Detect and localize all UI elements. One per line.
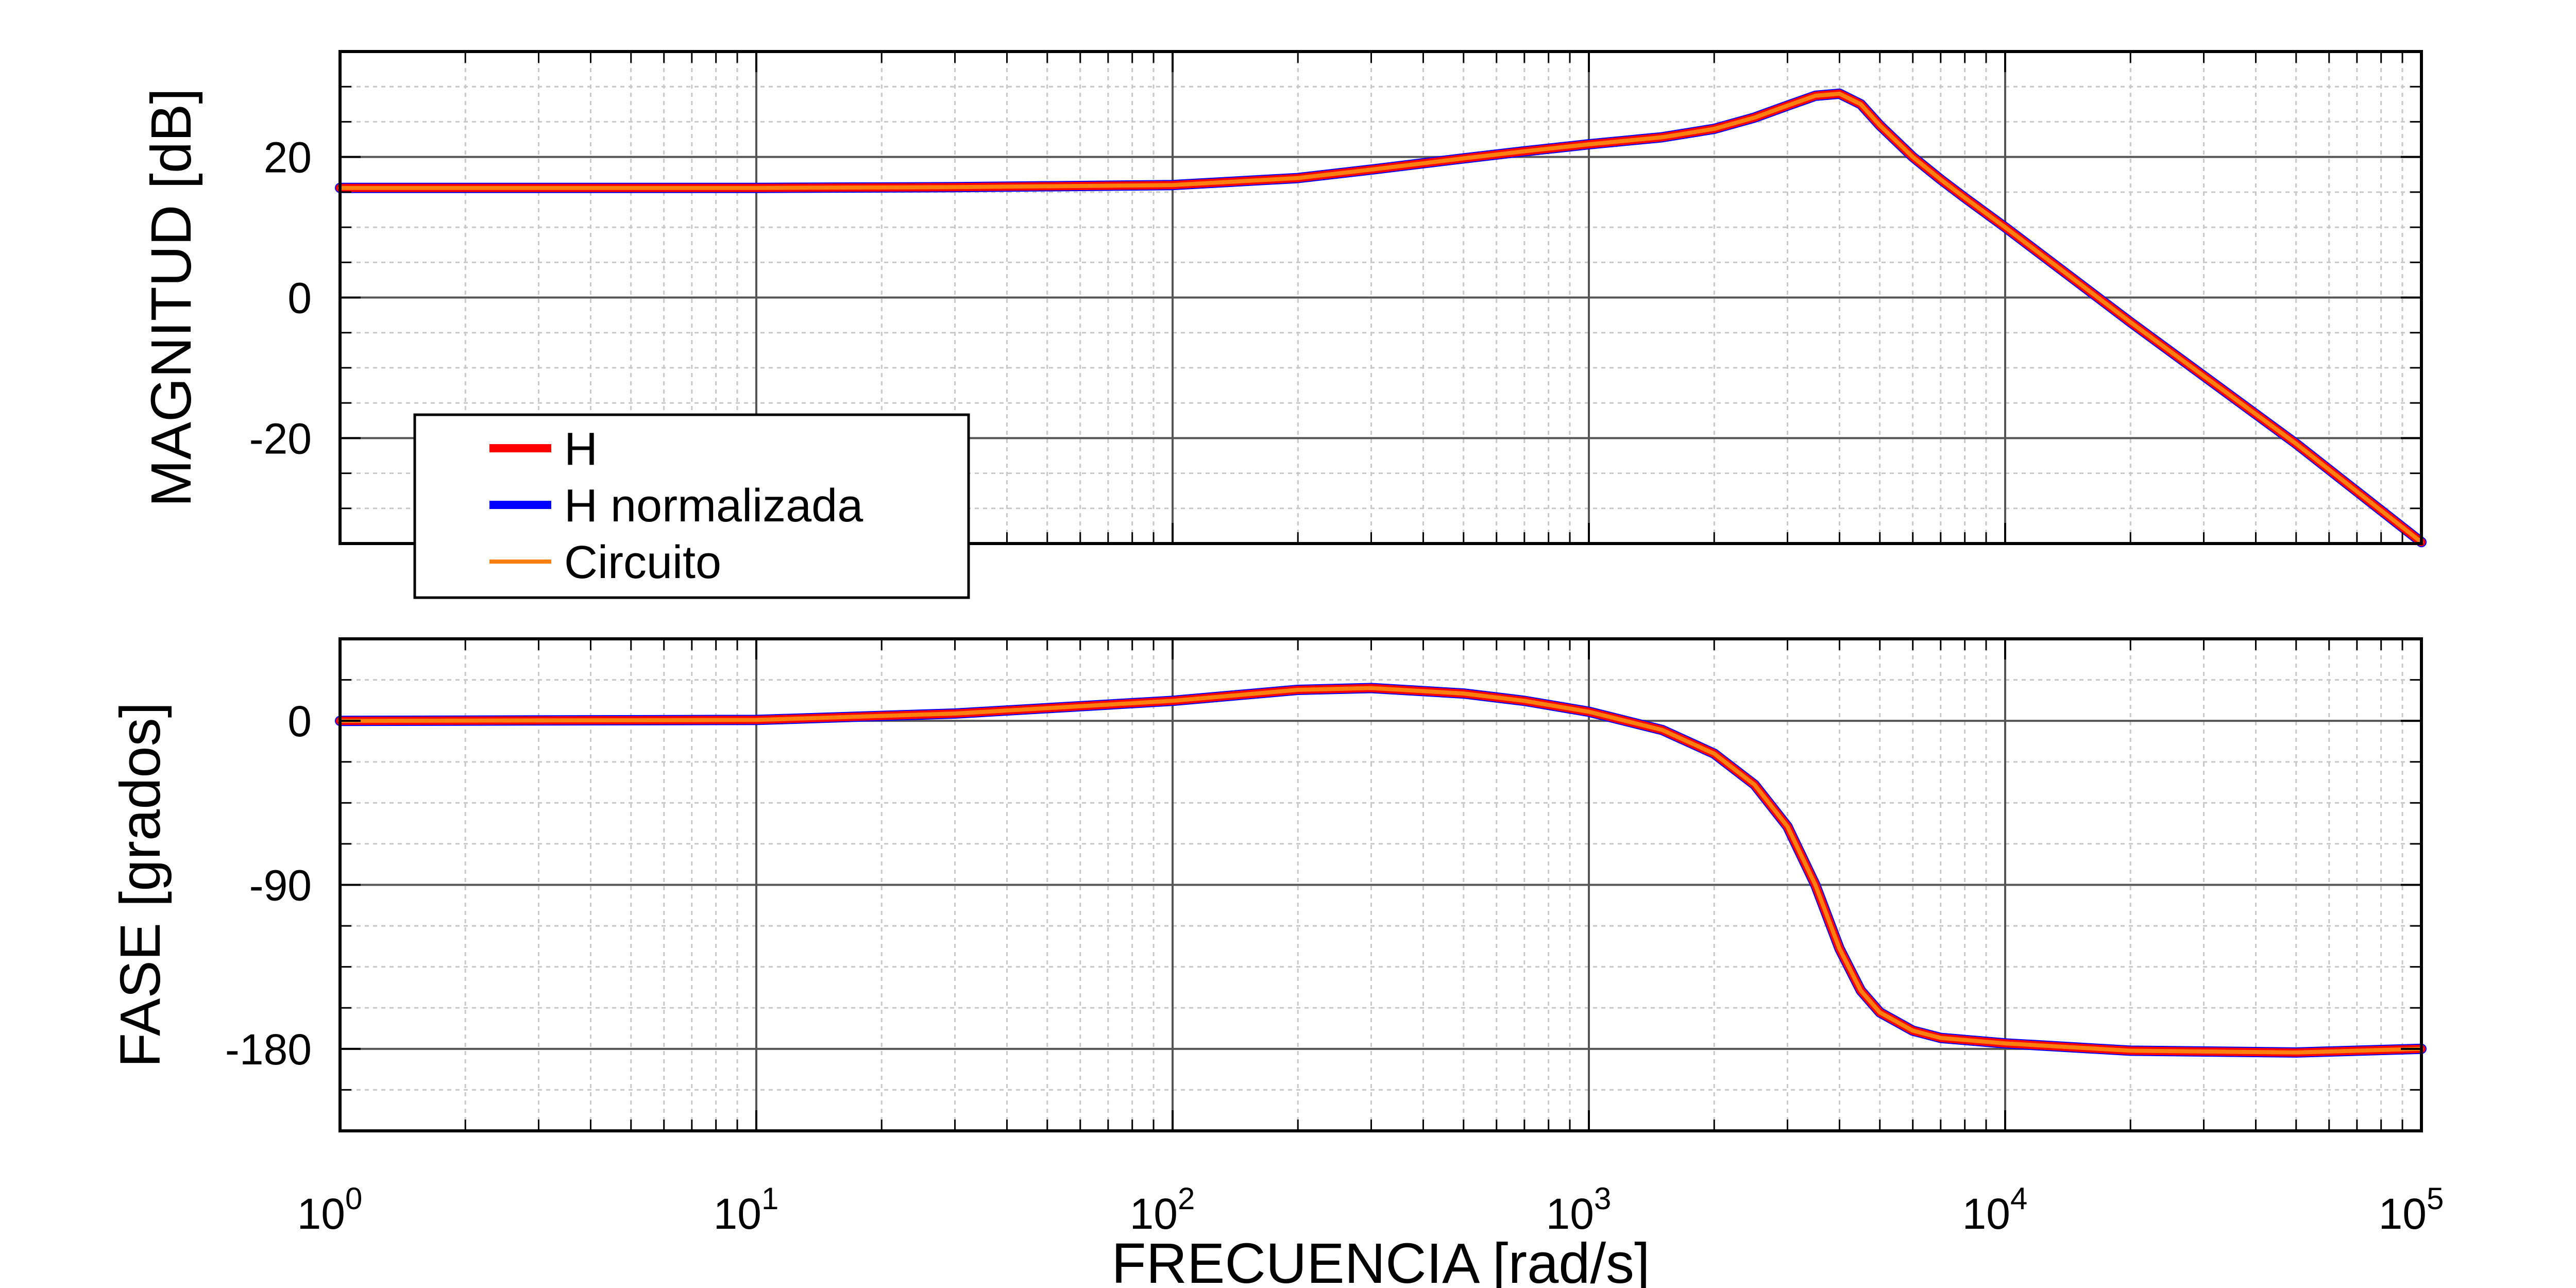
series-layer [335,88,2427,1058]
y-tick-label: 0 [287,697,312,745]
x-tick-base: 10 [297,1190,345,1238]
y-axis-label: MAGNITUD [dB] [140,88,203,507]
y-axis-label: FASE [grados] [109,702,172,1067]
x-tick-exponent: 0 [345,1181,362,1216]
series-line-circuito [338,686,2424,1055]
x-tick-exponent: 4 [2010,1181,2027,1216]
x-tick-base: 10 [1130,1190,1178,1238]
legend-label: H normalizada [564,480,863,532]
y-tick-label: 0 [287,274,312,323]
x-tick-base: 10 [714,1190,761,1238]
x-tick-label: 103 [1546,1181,1612,1238]
legend-label: H [564,423,598,475]
x-tick-exponent: 1 [761,1181,778,1216]
series-line-circuito [338,91,2424,545]
y-tick-label: -20 [249,414,312,463]
x-tick-label: 102 [1130,1181,1195,1238]
x-tick-label: 105 [2379,1181,2444,1238]
x-tick-label: 104 [1962,1181,2028,1238]
legend-label: Circuito [564,537,721,588]
x-axis-label: FRECUENCIA [rad/s] [1111,1232,1650,1288]
x-tick-exponent: 2 [1178,1181,1195,1216]
y-tick-label: -90 [249,861,312,910]
x-tick-base: 10 [2379,1190,2427,1238]
x-tick-label: 101 [714,1181,779,1238]
axes-frame [338,637,2423,1132]
x-tick-exponent: 3 [1594,1181,1611,1216]
x-tick-base: 10 [1546,1190,1594,1238]
y-tick-label: -180 [225,1025,312,1074]
frame-layer [338,50,2423,1132]
series-line-h-normalizada [335,683,2427,1058]
axes-frame [338,50,2423,545]
x-tick-exponent: 5 [2427,1181,2444,1216]
x-tick-base: 10 [1962,1190,2010,1238]
y-tick-label: 20 [264,133,312,182]
series-line-h [336,684,2426,1057]
x-tick-label: 100 [297,1181,363,1238]
